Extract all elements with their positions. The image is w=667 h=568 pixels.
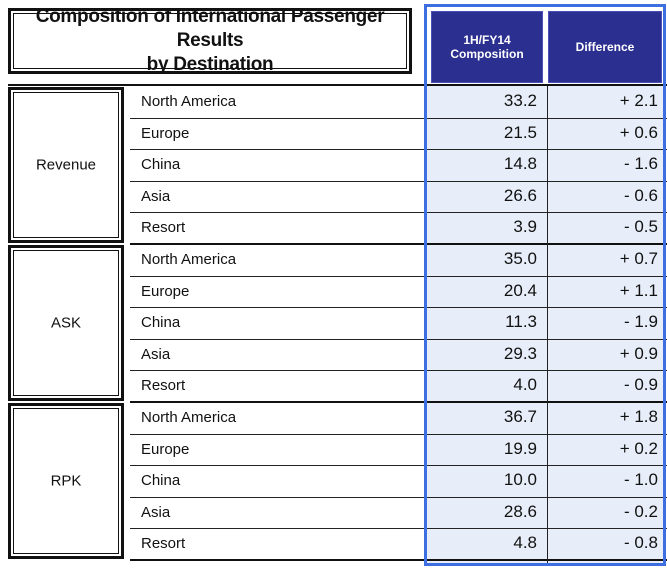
highlight-fill	[427, 85, 665, 563]
group-separator	[130, 401, 667, 403]
table-row: Asia 26.6 - 0.6	[130, 181, 667, 212]
destination-cell: Asia	[141, 187, 171, 205]
destination-cell: China	[141, 156, 181, 174]
destination-cell: China	[141, 314, 181, 332]
table-row: Resort 4.8 - 0.8	[130, 528, 667, 559]
composition-cell: 21.5	[503, 122, 537, 142]
row-separator	[130, 528, 667, 529]
table-top-rule	[8, 84, 667, 86]
column-divider	[547, 86, 548, 563]
group-label: ASK	[50, 314, 81, 332]
difference-cell: - 1.0	[623, 470, 658, 490]
row-separator	[130, 497, 667, 498]
composition-cell: 11.3	[505, 312, 537, 332]
table-title: Composition of International Passenger R…	[11, 5, 409, 77]
table-row: Europe 21.5 + 0.6	[130, 118, 667, 149]
table-row: North America 35.0 + 0.7	[130, 244, 667, 275]
group-box-revenue: Revenue	[8, 87, 124, 243]
table-row: Europe 19.9 + 0.2	[130, 434, 667, 465]
destination-cell: Resort	[141, 219, 186, 237]
destination-cell: Europe	[141, 124, 190, 142]
difference-cell: + 0.7	[619, 249, 658, 268]
row-separator	[130, 118, 667, 119]
table-row: Asia 29.3 + 0.9	[130, 339, 667, 370]
table-row: Resort 4.0 - 0.9	[130, 370, 667, 401]
table-row: North America 36.7 + 1.8	[130, 402, 667, 433]
group-box-ask: ASK	[8, 245, 124, 401]
composition-cell: 10.0	[503, 470, 537, 490]
table-row: China 11.3 - 1.9	[130, 307, 667, 338]
composition-cell: 4.8	[513, 533, 537, 553]
row-separator	[130, 212, 667, 213]
table-row: Europe 20.4 + 1.1	[130, 276, 667, 307]
group-separator	[130, 559, 667, 561]
composition-cell: 33.2	[503, 91, 537, 110]
difference-cell: + 0.6	[619, 122, 658, 142]
composition-cell: 19.9	[503, 438, 537, 458]
destination-cell: Resort	[141, 535, 186, 553]
destination-cell: China	[141, 472, 181, 490]
destination-cell: North America	[141, 409, 237, 426]
row-separator	[130, 149, 667, 150]
destination-cell: North America	[141, 251, 237, 268]
header-difference: Difference	[548, 11, 662, 83]
difference-cell: - 0.5	[623, 217, 658, 237]
difference-cell: - 1.6	[623, 154, 658, 174]
header-composition: 1H/FY14 Composition	[431, 11, 543, 83]
group-label: Revenue	[35, 156, 97, 174]
composition-cell: 35.0	[503, 249, 537, 268]
row-separator	[130, 307, 667, 308]
difference-cell: - 1.9	[623, 312, 658, 332]
difference-cell: + 0.2	[619, 438, 658, 458]
table-row: Resort 3.9 - 0.5	[130, 212, 667, 243]
destination-cell: Asia	[141, 345, 171, 363]
table-row: China 14.8 - 1.6	[130, 149, 667, 180]
composition-cell: 28.6	[503, 501, 537, 521]
destination-cell: North America	[141, 93, 237, 110]
difference-cell: - 0.6	[623, 185, 658, 205]
composition-cell: 14.8	[503, 154, 537, 174]
difference-cell: - 0.9	[623, 375, 658, 395]
destination-cell: Asia	[141, 503, 171, 521]
composition-cell: 36.7	[503, 407, 537, 426]
table-title-line-2: by Destination	[146, 54, 274, 75]
row-separator	[130, 370, 667, 371]
destination-cell: Europe	[141, 440, 190, 458]
table-title-box: Composition of International Passenger R…	[8, 5, 412, 77]
composition-cell: 29.3	[503, 343, 537, 363]
table-title-line-1: Composition of International Passenger R…	[35, 6, 385, 51]
row-separator	[130, 434, 667, 435]
composition-cell: 26.6	[503, 185, 537, 205]
row-separator	[130, 339, 667, 340]
table-row: China 10.0 - 1.0	[130, 465, 667, 496]
difference-cell: + 1.8	[619, 407, 658, 426]
group-label: RPK	[50, 472, 82, 490]
group-box-rpk: RPK	[8, 403, 124, 559]
row-separator	[130, 181, 667, 182]
composition-cell: 4.0	[513, 375, 537, 395]
header-composition-line-1: 1H/FY14	[463, 33, 511, 47]
difference-cell: + 0.9	[619, 343, 658, 363]
destination-cell: Europe	[141, 282, 190, 300]
composition-cell: 3.9	[513, 217, 537, 237]
difference-cell: - 0.2	[623, 501, 658, 521]
table-row: North America 33.2 + 2.1	[130, 86, 667, 117]
composition-cell: 20.4	[503, 280, 537, 300]
group-separator	[130, 243, 667, 245]
table-row: Asia 28.6 - 0.2	[130, 497, 667, 528]
difference-cell: + 1.1	[619, 280, 658, 300]
header-composition-line-2: Composition	[450, 47, 524, 61]
row-separator	[130, 465, 667, 466]
destination-cell: Resort	[141, 377, 186, 395]
difference-cell: + 2.1	[619, 91, 658, 110]
difference-cell: - 0.8	[623, 533, 658, 553]
row-separator	[130, 276, 667, 277]
